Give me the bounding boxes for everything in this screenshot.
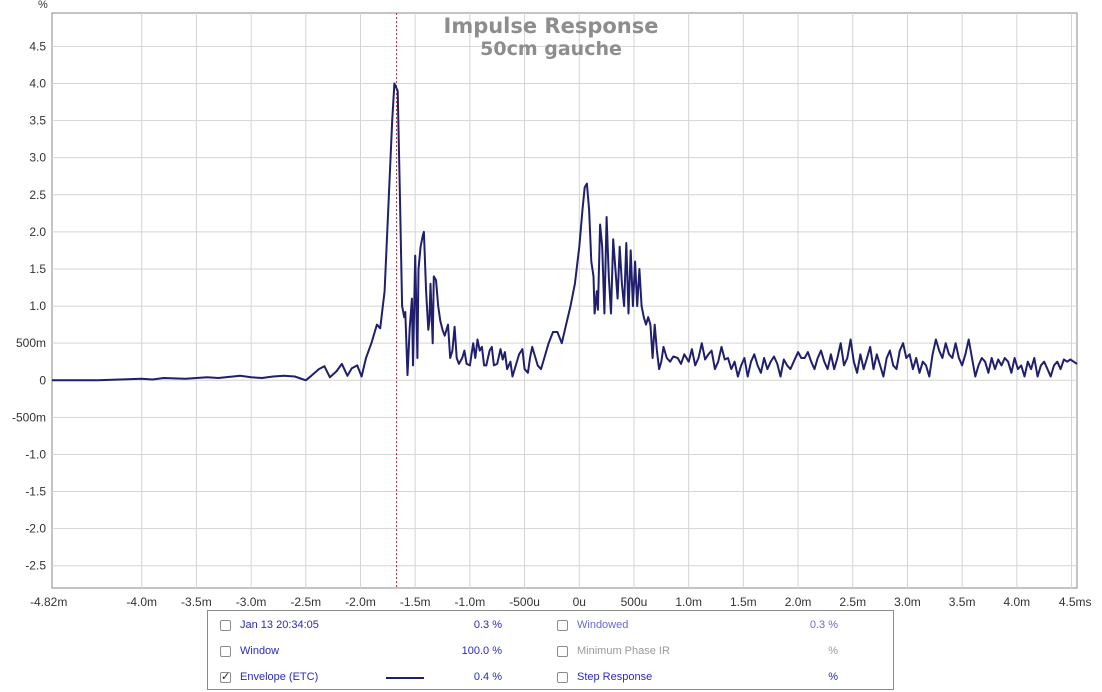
envelope-line-swatch [386, 677, 424, 679]
windowed-checkbox[interactable] [557, 620, 568, 631]
envelope-checkbox[interactable] [220, 670, 231, 683]
x-tick-label: 3.0m [894, 595, 921, 609]
y-axis-ticks: 4.5 4.0 3.5 3.0 2.5 2.0 1.5 1.0 500m 0 -500m -1.0 -1… [12, 39, 46, 572]
legend-row-window: Window 100.0 % Minimum Phase IR % [208, 639, 893, 663]
x-tick-label: 1.0m [675, 595, 702, 609]
x-tick-label: 2.0m [785, 595, 812, 609]
measurement-checkbox[interactable] [220, 620, 231, 631]
x-tick-label: 500u [621, 595, 648, 609]
x-tick-label: -3.5m [181, 595, 212, 609]
x-tick-label: -4.82m [30, 595, 67, 609]
envelope-value: 0.4 % [473, 671, 502, 683]
y-tick-label: 4.0 [29, 76, 46, 90]
x-tick-label: 1.5m [730, 595, 757, 609]
window-value: 100.0 % [461, 645, 502, 657]
x-tick-label: 2.5m [839, 595, 866, 609]
y-tick-label: 3.5 [29, 114, 46, 128]
envelope-label: Envelope (ETC) [240, 671, 319, 683]
window-label: Window [240, 645, 280, 657]
legend-row-measurement: Jan 13 20:34:05 0.3 % Windowed 0.3 % [208, 613, 893, 637]
measurement-label: Jan 13 20:34:05 [240, 619, 319, 631]
x-tick-label: -3.0m [236, 595, 267, 609]
chart-title: Impulse Response [444, 14, 659, 38]
y-tick-label: 2.5 [29, 188, 46, 202]
series-line-envelope [52, 82, 1078, 382]
measurement-value: 0.3 % [473, 619, 502, 631]
x-tick-label: -1.0m [455, 595, 486, 609]
step-response-checkbox[interactable] [557, 672, 568, 683]
minimum-phase-label: Minimum Phase IR [577, 645, 670, 657]
y-tick-label: -2.5 [25, 559, 46, 573]
y-tick-label: -500m [12, 410, 46, 424]
x-tick-label: -2.0m [345, 595, 376, 609]
legend-panel: Jan 13 20:34:05 0.3 % Windowed 0.3 % Win… [207, 610, 894, 690]
windowed-label: Windowed [577, 619, 629, 631]
y-tick-label: -2.0 [25, 522, 46, 536]
step-response-value: % [828, 671, 838, 683]
minimum-phase-checkbox[interactable] [557, 646, 568, 657]
y-tick-label: 1.0 [29, 299, 46, 313]
y-tick-label: 3.0 [29, 151, 46, 165]
y-axis-unit: % [38, 0, 48, 11]
x-tick-label: -2.5m [290, 595, 321, 609]
x-tick-label: -500u [509, 595, 540, 609]
chart-subtitle: 50cm gauche [480, 38, 622, 60]
step-response-label: Step Response [577, 671, 653, 683]
y-tick-label: -1.0 [25, 447, 46, 461]
y-tick-label: 2.0 [29, 225, 46, 239]
x-tick-label: 3.5m [949, 595, 976, 609]
x-tick-label: 4.5ms [1059, 595, 1092, 609]
x-tick-label: -4.0m [126, 595, 157, 609]
x-axis-ticks: -4.82m -4.0m -3.5m -3.0m -2.5m -2.0m -1.5m -1.0… [30, 595, 1092, 609]
impulse-response-chart[interactable]: 4.5 4.0 3.5 3.0 2.5 2.0 1.5 1.0 500m 0 -500m -1.0 -1… [0, 0, 1102, 610]
legend-row-envelope: Envelope (ETC) 0.4 % Step Response % [208, 665, 893, 689]
y-tick-label: 1.5 [29, 262, 46, 276]
plot-background [51, 12, 1078, 589]
y-tick-label: 4.5 [29, 39, 46, 53]
y-tick-label: 0 [39, 373, 46, 387]
x-tick-label: -1.5m [400, 595, 431, 609]
y-tick-label: -1.5 [25, 485, 46, 499]
windowed-value: 0.3 % [809, 619, 838, 631]
y-tick-label: 500m [16, 336, 46, 350]
window-checkbox[interactable] [220, 646, 231, 657]
minimum-phase-value: % [828, 645, 838, 657]
x-tick-label: 0u [573, 595, 586, 609]
x-tick-label: 4.0m [1003, 595, 1030, 609]
